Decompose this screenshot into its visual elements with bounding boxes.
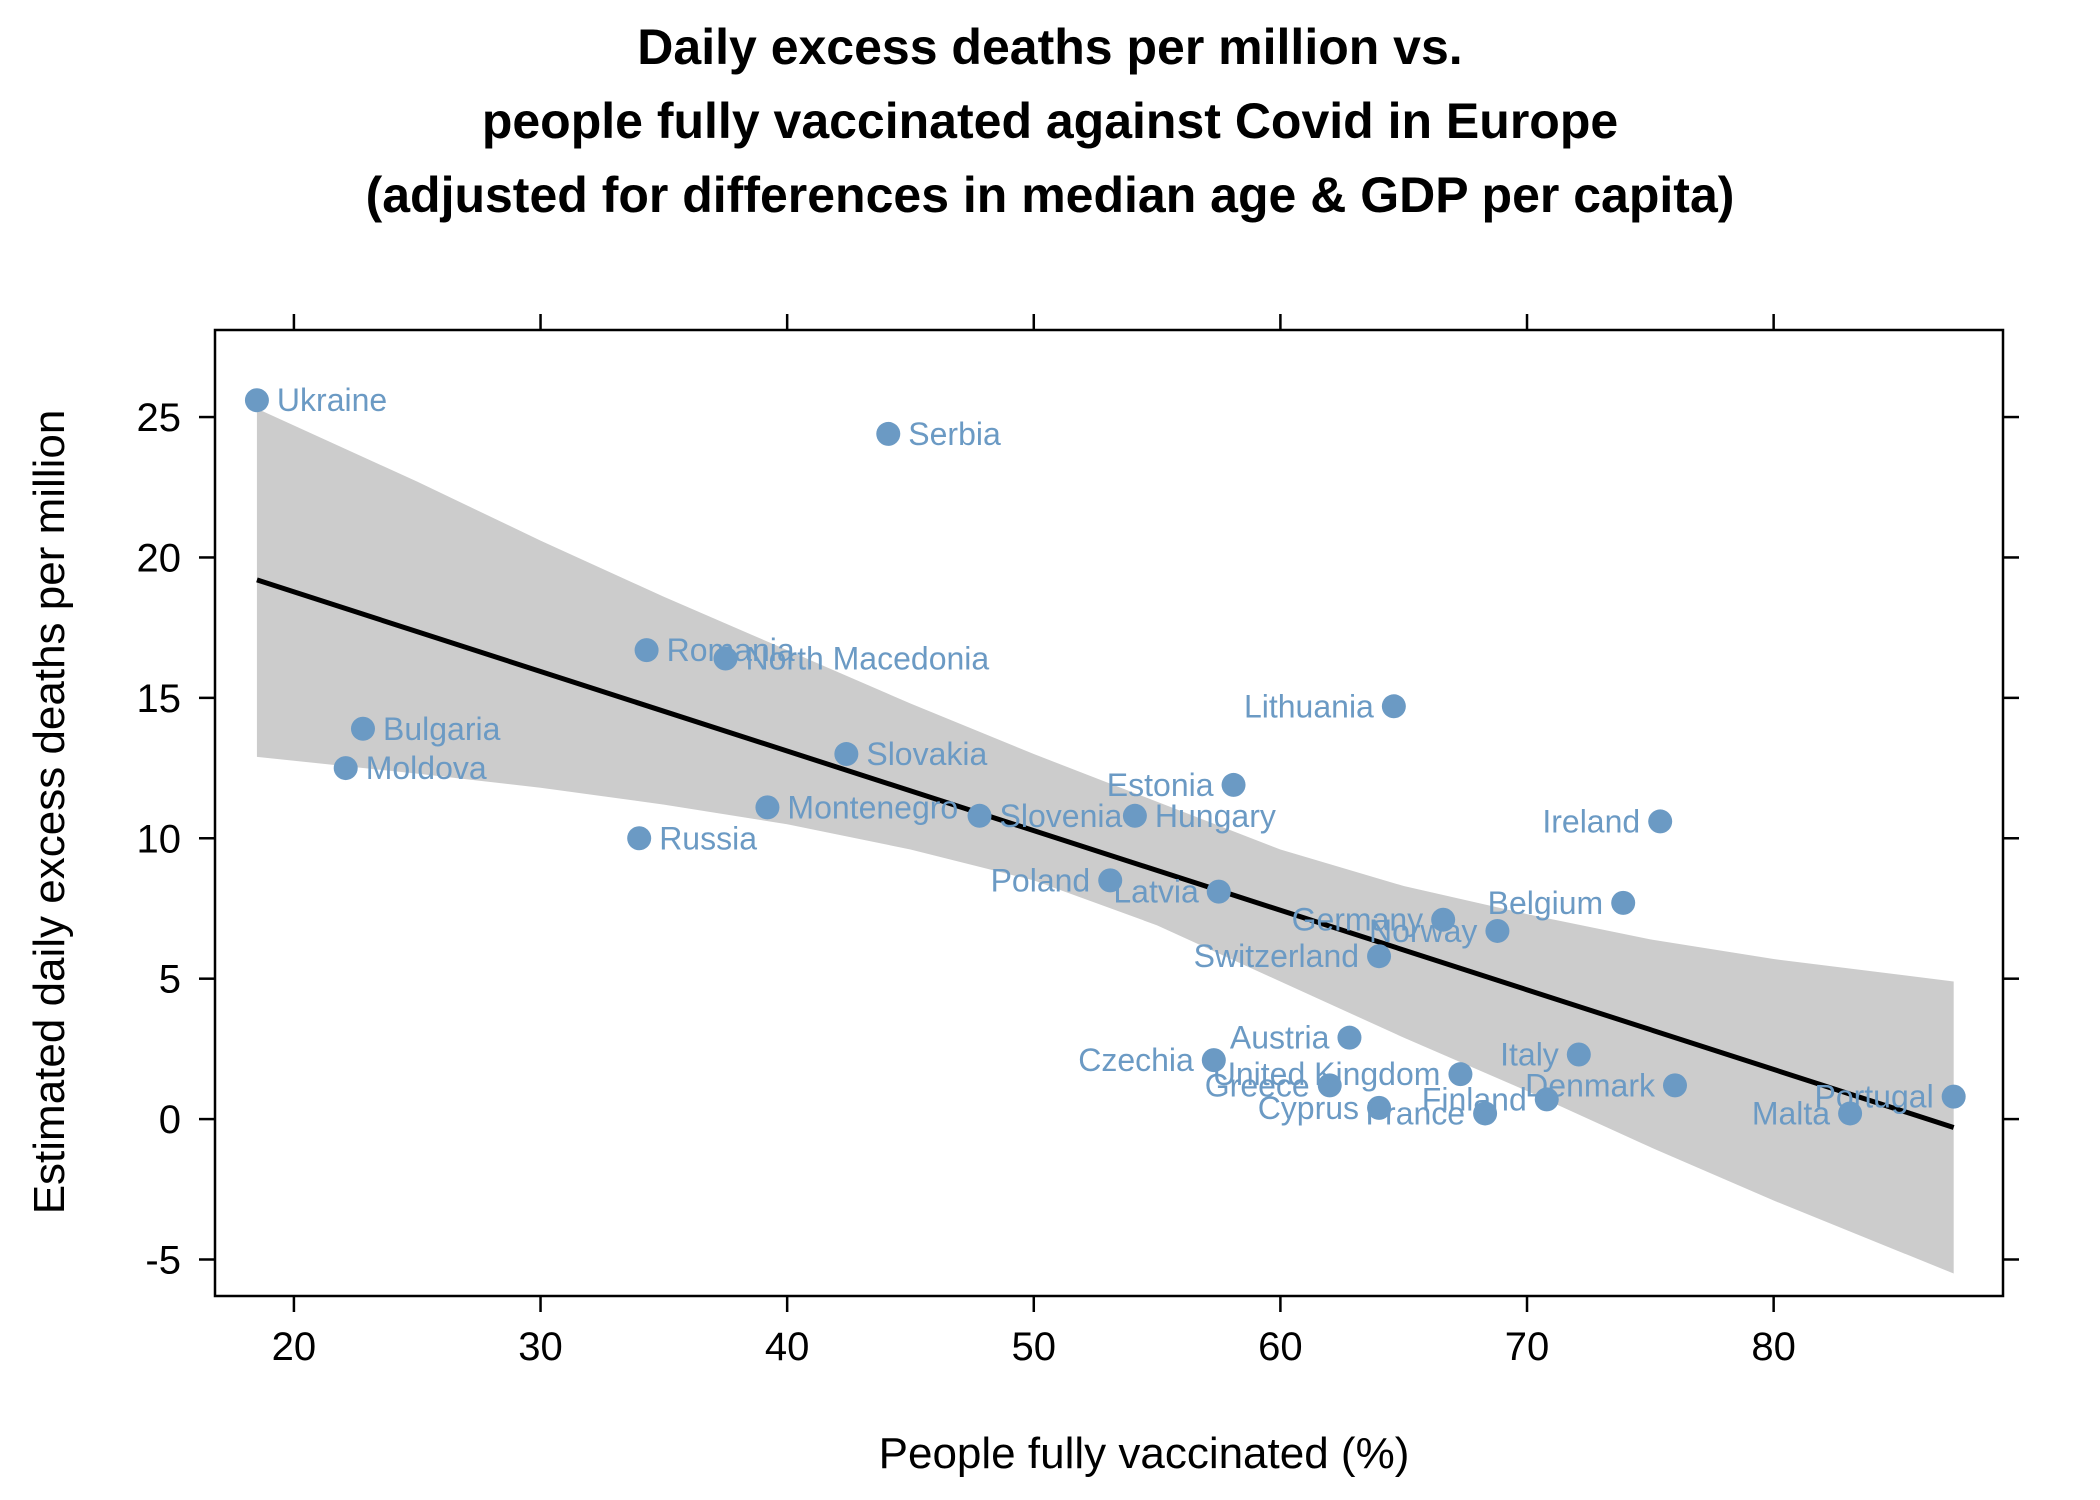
point-label: United Kingdom	[1213, 1056, 1441, 1092]
point-label: Malta	[1752, 1095, 1830, 1131]
data-point	[1473, 1101, 1498, 1126]
y-tick-label: -5	[145, 1238, 181, 1282]
point-label: Slovakia	[866, 736, 987, 772]
point-label: Finland	[1422, 1081, 1527, 1117]
y-tick-label: 15	[137, 677, 182, 721]
point-label: North Macedonia	[746, 641, 990, 677]
data-point	[1221, 772, 1246, 797]
point-label: Slovenia	[1000, 798, 1123, 834]
y-tick-label: 25	[137, 396, 182, 440]
x-tick-label: 70	[1505, 1325, 1550, 1369]
point-label: Greece	[1205, 1067, 1310, 1103]
title-line-1: Daily excess deaths per million vs.	[637, 19, 1462, 75]
data-point	[834, 742, 859, 767]
data-point	[1611, 890, 1636, 915]
y-axis-label: Estimated daily excess deaths per millio…	[25, 410, 74, 1215]
data-point	[1485, 918, 1510, 943]
x-tick-label: 30	[518, 1325, 563, 1369]
regression-line	[256, 577, 1955, 1130]
data-point	[627, 826, 652, 851]
point-label: Ukraine	[277, 382, 387, 418]
data-point	[1367, 944, 1392, 969]
x-tick-label: 50	[1012, 1325, 1057, 1369]
data-point	[1122, 803, 1147, 828]
point-label: Norway	[1369, 913, 1477, 949]
y-tick-label: 0	[159, 1098, 181, 1142]
data-point	[713, 646, 738, 671]
data-point	[1448, 1062, 1473, 1087]
x-tick-label: 20	[272, 1325, 317, 1369]
data-point	[1534, 1087, 1559, 1112]
point-label: Austria	[1230, 1020, 1330, 1056]
x-tick-label: 40	[765, 1325, 810, 1369]
x-tick-label: 80	[1751, 1325, 1796, 1369]
data-point	[350, 716, 375, 741]
point-label: Moldova	[366, 750, 487, 786]
y-tick-label: 10	[137, 817, 182, 861]
point-label: Serbia	[908, 416, 1001, 452]
point-label: Montenegro	[787, 789, 958, 825]
chart-title: Daily excess deaths per million vs. peop…	[366, 19, 1735, 223]
data-point	[967, 803, 992, 828]
x-axis-label: People fully vaccinated (%)	[879, 1429, 1410, 1478]
confidence-band-layer	[256, 408, 1954, 1274]
data-point	[634, 638, 659, 663]
y-tick-label: 20	[137, 536, 182, 580]
data-point	[1201, 1048, 1226, 1073]
data-point	[1838, 1101, 1863, 1126]
point-label: France	[1366, 1095, 1466, 1131]
point-label: Russia	[659, 820, 757, 856]
data-point	[1941, 1084, 1966, 1109]
data-point	[1337, 1025, 1362, 1050]
point-label: Estonia	[1107, 767, 1214, 803]
data-point	[876, 421, 901, 446]
point-label: Germany	[1292, 902, 1424, 938]
x-tick-label: 60	[1258, 1325, 1303, 1369]
point-label: Italy	[1500, 1037, 1559, 1073]
data-point	[1317, 1073, 1342, 1098]
point-label: Romania	[667, 632, 795, 668]
point-label: Latvia	[1113, 874, 1199, 910]
point-label: Czechia	[1078, 1042, 1194, 1078]
regression-line-layer	[256, 577, 1955, 1130]
point-label: Ireland	[1542, 803, 1640, 839]
axes-layer: 20 30 40 50 60 70 80 -5 0 5 10 15 20 25	[137, 314, 2019, 1369]
y-tick-label: 5	[159, 958, 181, 1002]
data-point	[244, 388, 269, 413]
point-label: Poland	[991, 862, 1091, 898]
data-point	[1098, 868, 1123, 893]
data-point	[1367, 1095, 1392, 1120]
data-point	[1431, 907, 1456, 932]
data-point	[755, 795, 780, 820]
title-line-2: people fully vaccinated against Covid in…	[482, 93, 1618, 149]
data-point	[1648, 809, 1673, 834]
data-point	[1566, 1042, 1591, 1067]
point-label: Switzerland	[1194, 938, 1359, 974]
plot-frame	[213, 328, 2005, 1298]
points-layer	[244, 388, 1966, 1126]
point-label: Hungary	[1155, 798, 1276, 834]
data-point	[1206, 879, 1231, 904]
point-label: Portugal	[1814, 1079, 1933, 1115]
point-label: Belgium	[1488, 885, 1604, 921]
confidence-band	[256, 408, 1954, 1274]
point-label: Denmark	[1525, 1067, 1656, 1103]
title-line-3: (adjusted for differences in median age …	[366, 167, 1735, 223]
data-point	[1381, 694, 1406, 719]
point-label: Lithuania	[1244, 688, 1374, 724]
point-label: Bulgaria	[383, 711, 501, 747]
point-label: Cyprus	[1258, 1090, 1359, 1126]
data-point	[1662, 1073, 1687, 1098]
data-point	[333, 756, 358, 781]
